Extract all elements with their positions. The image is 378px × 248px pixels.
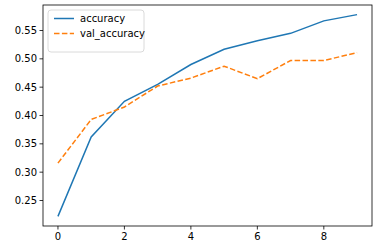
y-tick-label: 0.35 [15, 138, 37, 149]
y-tick [40, 172, 44, 173]
y-tick-label: 0.50 [15, 53, 37, 64]
x-tick [124, 226, 125, 230]
y-tick [40, 115, 44, 116]
y-tick-label: 0.45 [15, 82, 37, 93]
legend: accuracy val_accuracy [48, 10, 145, 52]
x-tick-label: 2 [121, 231, 127, 242]
y-tick [40, 30, 44, 31]
legend-label: accuracy [80, 13, 125, 24]
x-tick [190, 226, 191, 230]
x-tick-label: 0 [55, 231, 61, 242]
background [0, 0, 378, 248]
x-tick [323, 226, 324, 230]
x-tick [257, 226, 258, 230]
series-line [58, 53, 357, 164]
y-tick-label: 0.25 [15, 195, 37, 206]
y-tick [40, 58, 44, 59]
y-tick-label: 0.40 [15, 110, 37, 121]
legend-label: val_accuracy [80, 28, 145, 40]
axes-frame [43, 5, 372, 226]
y-tick [40, 200, 44, 201]
legend-swatch [54, 18, 74, 20]
y-tick [40, 143, 44, 144]
chart-container: 0.25 0.30 0.35 0.40 0.45 0.50 0.55 0 2 4 6 8 accurac… [0, 0, 378, 248]
x-tick-label: 6 [254, 231, 260, 242]
y-tick-label: 0.30 [15, 167, 37, 178]
chart-svg: 0.25 0.30 0.35 0.40 0.45 0.50 0.55 0 2 4 6 8 accurac… [0, 0, 378, 248]
x-tick-label: 4 [188, 231, 194, 242]
y-tick [40, 87, 44, 88]
y-tick-label: 0.55 [15, 25, 37, 36]
legend-swatch [54, 33, 74, 35]
x-tick-label: 8 [321, 231, 327, 242]
x-tick [57, 226, 58, 230]
